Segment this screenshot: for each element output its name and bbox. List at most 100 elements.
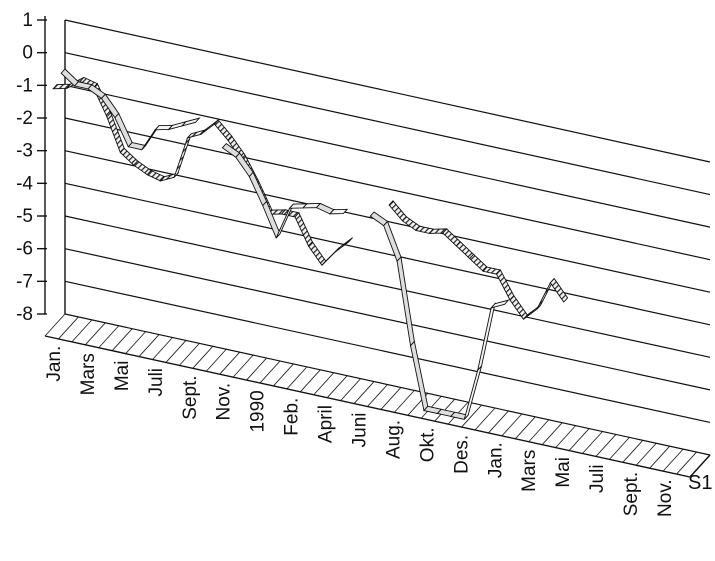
floor-hatch-line <box>299 369 321 393</box>
series-s1-segment <box>476 302 496 372</box>
x-category-label: Jan. <box>44 346 65 382</box>
floor-right-edge <box>689 454 711 478</box>
floor-hatch-line <box>380 387 402 410</box>
gridline <box>64 313 711 456</box>
series-hatched-segment <box>213 119 233 141</box>
floor-hatch-line <box>488 410 509 434</box>
y-tick-label: -2 <box>16 108 33 129</box>
x-category-label: Okt. <box>417 427 438 462</box>
series-s1-segment <box>328 208 349 215</box>
floor-hatch-line <box>326 375 348 398</box>
gridline <box>64 280 711 424</box>
floor-hatch-line <box>44 313 66 337</box>
floor-hatch-line <box>676 451 697 475</box>
floor-hatch-line <box>353 381 375 404</box>
floor-hatch-line <box>192 346 214 369</box>
gridline <box>64 52 711 196</box>
floor-hatch-line <box>662 448 684 472</box>
floor-hatch-line <box>152 337 173 360</box>
floor-hatch-line <box>568 428 590 451</box>
x-category-label: Mars <box>78 353 99 395</box>
series-s1-segment <box>463 365 482 420</box>
y-tick-label: -7 <box>16 271 33 292</box>
gridline <box>64 182 711 326</box>
series-s1-segment <box>262 200 281 239</box>
floor-hatch-line <box>555 425 576 448</box>
series-s1-segment <box>410 340 429 412</box>
series-s1-segment <box>248 171 268 207</box>
x-category-label: Mai <box>112 361 133 392</box>
floor-hatch-line <box>286 366 308 390</box>
x-category-label: Mai <box>553 457 574 488</box>
x-category-label: Nov. <box>214 383 235 421</box>
floor-hatch-line <box>246 357 267 381</box>
floor-hatch-line <box>649 445 671 469</box>
series-hatched-segment <box>496 269 515 301</box>
y-tick-label: -1 <box>16 75 33 96</box>
floor-hatch-line <box>125 331 146 354</box>
y-tick-label: -5 <box>16 206 33 227</box>
x-category-label: April <box>316 405 337 443</box>
floor-hatch-line <box>474 407 496 431</box>
floor-hatch-line <box>582 431 603 454</box>
floor-hatch-line <box>367 384 388 407</box>
y-tick-label: -3 <box>16 141 33 162</box>
floor-hatch-line <box>313 372 335 396</box>
gridline <box>64 19 711 163</box>
x-category-label: Feb. <box>282 398 303 436</box>
floor-hatch-line <box>219 351 241 375</box>
x-category-label: Des. <box>451 435 472 474</box>
gridline <box>64 248 711 391</box>
floor-hatch-line <box>259 360 281 384</box>
floor-hatch-line <box>98 325 120 349</box>
y-tick-label: 1 <box>22 10 33 31</box>
floor-hatch-line <box>541 422 563 445</box>
series-hatched-segment <box>307 241 327 266</box>
floor-hatch-line <box>635 442 657 466</box>
series-hatched-segment <box>335 237 353 253</box>
y-tick-label: -6 <box>16 239 33 260</box>
floor-hatch-line <box>84 322 106 346</box>
x-category-label: Juli <box>146 368 167 397</box>
series-hatched-segment <box>469 253 488 272</box>
series-hatched-segment <box>401 216 421 232</box>
gridline <box>64 84 711 228</box>
series-hatched-segment <box>549 277 569 303</box>
floor-hatch-line <box>528 419 550 443</box>
floor-hatch-line <box>232 354 254 378</box>
x-category-label: Mars <box>519 450 540 492</box>
floor-hatch-line <box>58 316 79 340</box>
series-s1-segment <box>396 256 415 347</box>
x-category-label: Juli <box>587 464 608 493</box>
y-tick-label: -8 <box>16 304 33 325</box>
x-category-label: Juni <box>350 413 371 448</box>
x-category-label: Sept. <box>180 375 201 419</box>
floor-hatch-line <box>179 343 200 366</box>
depth-axis-label: S1 <box>688 472 712 494</box>
series-hatched-segment <box>455 240 475 260</box>
series-hatched-segment <box>173 133 192 178</box>
series-s1-segment <box>489 299 510 309</box>
series-hatched-segment <box>200 119 219 135</box>
x-category-label: Aug. <box>383 420 404 459</box>
x-category-label: Nov. <box>655 479 676 517</box>
y-tick-label: 0 <box>22 43 33 64</box>
series-hatched-segment <box>186 129 207 139</box>
floor-hatch-line <box>205 348 227 372</box>
gridline <box>64 215 711 358</box>
floor-hatch-line <box>461 404 482 428</box>
series-hatched-segment <box>388 200 407 222</box>
x-category-label: 1990 <box>248 390 269 432</box>
series-hatched-segment <box>133 160 152 176</box>
y-tick-label: -4 <box>16 173 33 194</box>
floor-hatch-line <box>111 328 133 351</box>
series-s1-segment <box>180 117 201 127</box>
gridline <box>64 117 711 261</box>
floor-hatch-line <box>514 416 536 440</box>
x-category-label: Sept. <box>621 472 642 516</box>
floor-front-edge <box>44 335 691 478</box>
floor-hatch-line <box>595 434 617 457</box>
x-category-label: Jan. <box>485 442 506 478</box>
